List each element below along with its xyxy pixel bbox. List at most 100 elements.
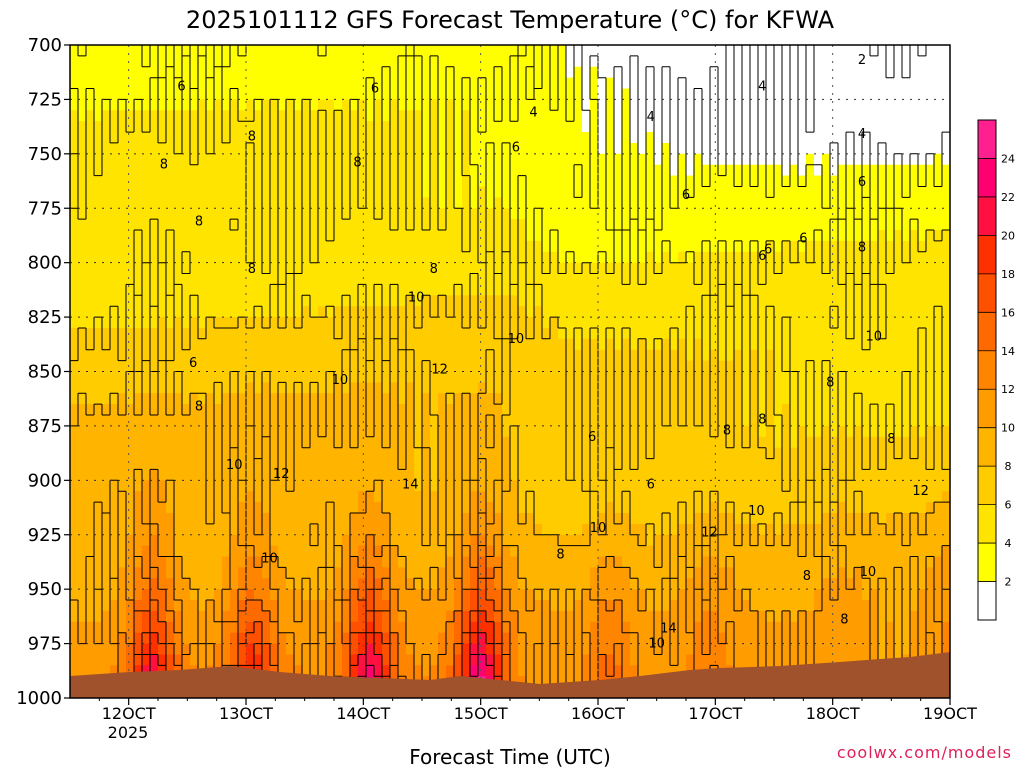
field-cell [846,197,855,209]
field-cell [510,45,519,57]
field-cell [662,425,671,438]
field-cell [206,295,215,307]
field-cell [878,142,887,155]
field-cell [94,382,103,394]
field-cell [166,164,175,177]
field-cell [286,371,295,383]
field-cell [382,436,391,449]
field-cell [566,77,575,90]
field-cell [758,404,767,416]
field-cell [86,436,95,449]
field-cell [94,175,103,188]
field-cell [902,512,911,525]
field-cell [542,230,551,242]
field-cell [790,153,799,166]
field-cell [614,77,623,90]
field-cell [630,360,639,373]
field-cell [822,480,831,492]
field-cell [934,469,943,481]
field-cell [886,436,895,449]
field-cell [278,55,287,68]
field-cell [646,197,655,209]
field-cell [878,77,887,90]
field-cell [174,77,183,90]
field-cell [518,306,527,318]
field-cell [726,502,735,514]
field-cell [654,142,663,155]
field-cell [222,371,231,383]
field-cell [278,197,287,209]
field-cell [766,262,775,275]
field-cell [342,197,351,209]
field-cell [718,360,727,373]
field-cell [550,142,559,155]
field-cell [638,512,647,525]
field-cell [374,273,383,286]
field-cell [734,77,743,90]
field-cell [158,349,167,362]
field-cell [238,360,247,373]
field-cell [702,415,711,427]
field-cell [710,349,719,362]
field-cell [510,251,519,264]
field-cell [662,262,671,275]
field-cell [542,208,551,220]
field-cell [734,491,743,503]
field-cell [526,447,535,460]
field-cell [646,230,655,242]
field-cell [726,327,735,340]
field-cell [350,306,359,318]
field-cell [454,480,463,492]
field-cell [174,230,183,242]
field-cell [798,458,807,471]
field-cell [294,317,303,329]
field-cell [662,284,671,296]
field-cell [206,262,215,275]
field-cell [438,284,447,296]
field-cell [814,393,823,405]
field-cell [182,153,191,166]
field-cell [230,295,239,307]
field-cell [182,469,191,481]
field-cell [382,360,391,373]
field-cell [598,66,607,79]
field-cell [174,153,183,166]
field-cell [398,523,407,536]
field-cell [270,458,279,471]
field-cell [334,45,343,57]
field-cell [830,77,839,90]
field-cell [702,197,711,209]
field-cell [550,447,559,460]
field-cell [662,447,671,460]
field-cell [374,45,383,57]
field-cell [558,175,567,188]
field-cell [670,436,679,449]
field-cell [702,164,711,177]
field-cell [622,425,631,438]
field-cell [894,251,903,264]
field-cell [206,491,215,503]
field-cell [846,273,855,286]
field-cell [790,458,799,471]
field-cell [518,338,527,351]
field-cell [758,284,767,296]
field-cell [198,88,207,101]
field-cell [886,175,895,188]
field-cell [198,45,207,57]
field-cell [718,295,727,307]
field-cell [190,240,199,253]
field-cell [686,349,695,362]
field-cell [918,436,927,449]
field-cell [486,447,495,460]
field-cell [702,273,711,286]
field-cell [838,186,847,198]
field-cell [206,382,215,394]
field-cell [870,230,879,242]
field-cell [902,295,911,307]
field-cell [422,480,431,492]
field-cell [294,327,303,340]
field-cell [862,55,871,68]
field-cell [422,295,431,307]
field-cell [94,404,103,416]
field-cell [622,208,631,220]
